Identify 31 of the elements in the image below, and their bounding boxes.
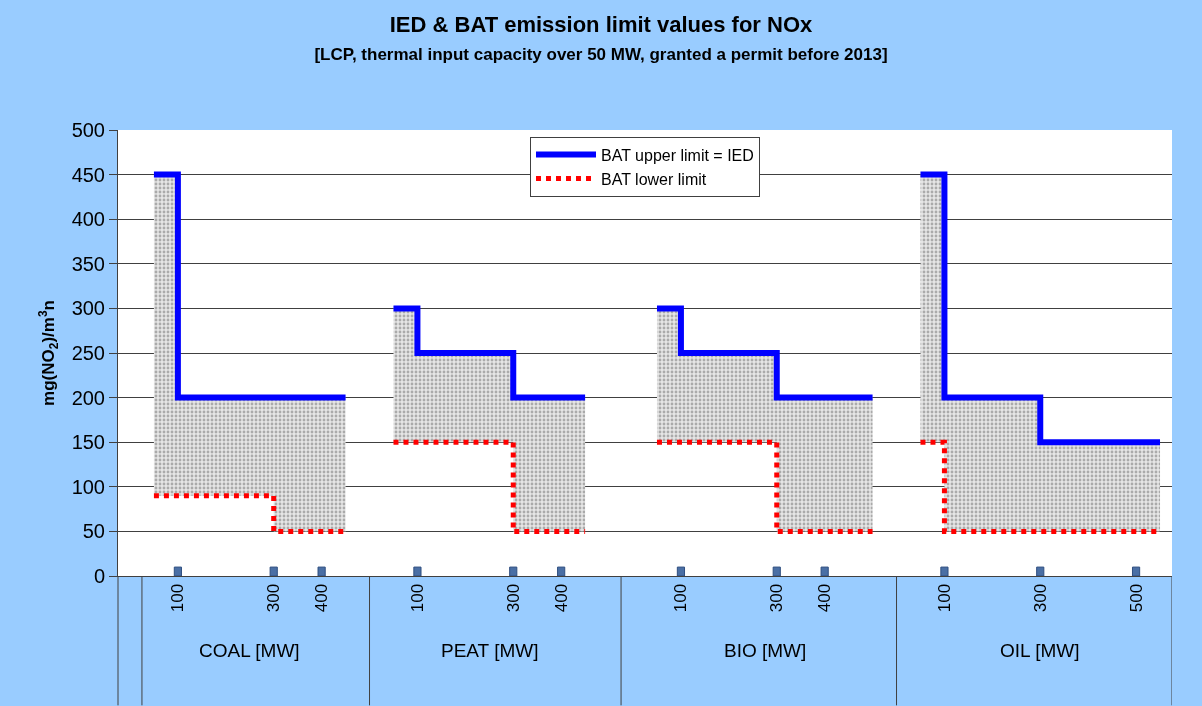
y-tick-label: 400 bbox=[71, 208, 105, 231]
legend-label: BAT lower limit bbox=[601, 170, 707, 188]
y-tick-label: 300 bbox=[71, 297, 105, 320]
x-tick-label: 300 bbox=[503, 583, 523, 613]
text: PEAT [MW] bbox=[441, 640, 539, 661]
x-tick-label: 500 bbox=[1126, 583, 1146, 613]
text: OIL [MW] bbox=[1000, 640, 1080, 661]
x-tick-label: 400 bbox=[312, 583, 332, 613]
x-tick-label: 300 bbox=[767, 583, 787, 613]
y-tick-label: 0 bbox=[93, 565, 105, 587]
y-tick-label: 50 bbox=[82, 520, 105, 543]
x-tick-label: 300 bbox=[1030, 583, 1050, 613]
y-tick-label: 450 bbox=[71, 163, 105, 186]
x-tick-label: 100 bbox=[934, 583, 954, 613]
y-tick-label: 350 bbox=[71, 252, 105, 275]
x-tick-label: 300 bbox=[264, 583, 284, 613]
chart-subtitle: [LCP, thermal input capacity over 50 MW, granted a permit before 2013] bbox=[314, 45, 888, 65]
legend-label: BAT upper limit = IED bbox=[601, 146, 754, 164]
y-tick-label: 500 bbox=[71, 119, 105, 141]
y-tick-label: 200 bbox=[71, 386, 105, 409]
x-tick-label: 100 bbox=[671, 583, 691, 613]
text: COAL [MW] bbox=[199, 640, 300, 661]
x-tick-label: 100 bbox=[168, 583, 188, 613]
chart-title: IED & BAT emission limit values for NOx bbox=[389, 11, 814, 37]
y-tick-label: 100 bbox=[71, 475, 105, 498]
x-tick-label: 100 bbox=[407, 583, 427, 613]
text: BIO [MW] bbox=[724, 640, 807, 661]
x-tick-label: 400 bbox=[551, 583, 571, 613]
y-tick-label: 250 bbox=[71, 342, 105, 364]
x-tick-label: 400 bbox=[815, 583, 835, 613]
y-tick-label: 150 bbox=[71, 431, 105, 454]
